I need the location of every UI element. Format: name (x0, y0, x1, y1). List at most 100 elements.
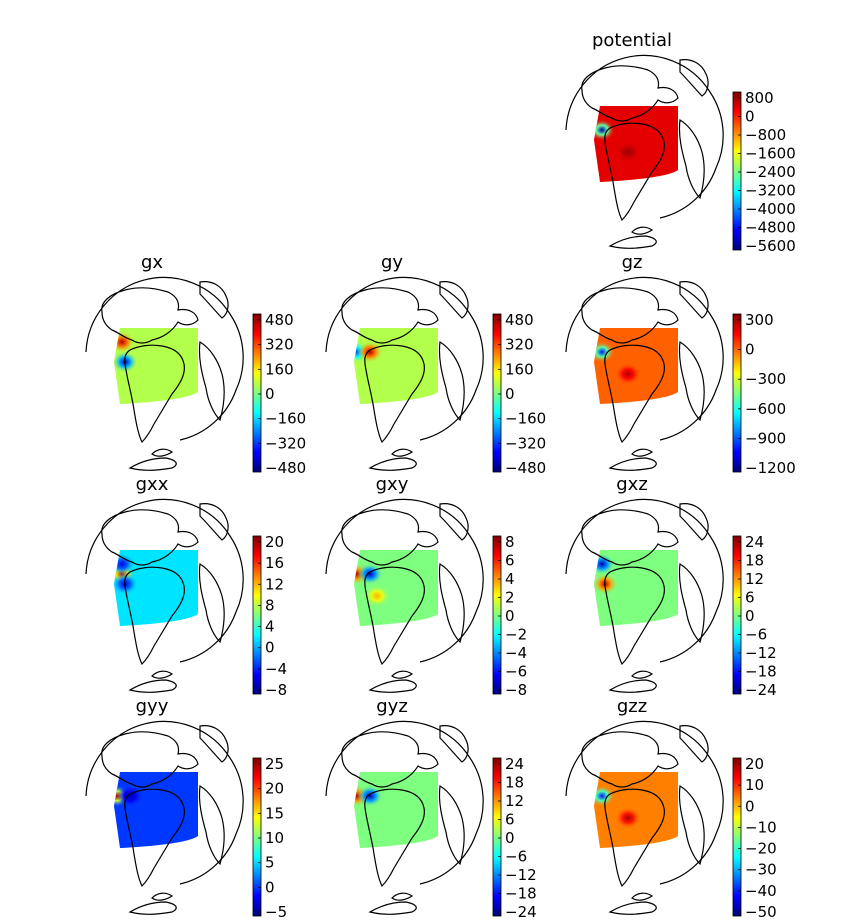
colorbar-tick-label: 0 (505, 385, 515, 403)
colorbar-tick-label: 0 (745, 341, 755, 359)
colorbar (492, 313, 502, 473)
colorbar-tick-label: 5 (265, 854, 275, 872)
coastline (604, 788, 665, 888)
coastline (604, 122, 665, 222)
colorbar-tick-label: 480 (505, 311, 534, 329)
coastline (581, 287, 679, 344)
colorbar-tick-label: 15 (265, 804, 284, 822)
globe-limb (85, 498, 244, 663)
colorbar-tick-label: 6 (745, 589, 755, 607)
heatmap-field (354, 328, 438, 404)
colorbar (492, 757, 502, 917)
colorbar-tick-label: −4 (505, 644, 527, 662)
anomaly-blob (594, 341, 615, 363)
heatmap-field (594, 772, 678, 848)
colorbar-tick-label: 480 (265, 311, 294, 329)
colorbar-tick-label: 25 (265, 755, 284, 773)
coastline (368, 457, 417, 471)
colorbar-tick-label: −50 (745, 903, 777, 921)
panel-gx: gx 480 320 160 0 −160 −320 −480 (85, 252, 306, 477)
coastline (128, 457, 177, 471)
anomaly-blob (594, 785, 615, 807)
colorbar (252, 535, 262, 695)
globe-limb (565, 54, 724, 219)
colorbar-tick-label: 20 (265, 533, 284, 551)
globe-limb (565, 276, 724, 441)
colorbar-tick-label: 24 (745, 533, 764, 551)
colorbar-tick-label: −6 (505, 848, 527, 866)
panel-gy: gy 480 320 160 0 −160 −320 −480 (325, 252, 546, 477)
colorbar-tick-label: 18 (745, 552, 764, 570)
colorbar-tick-label: −160 (265, 410, 306, 428)
coastline (439, 725, 469, 763)
colorbar (732, 91, 742, 251)
coastline (128, 901, 177, 915)
panel-gyy: gyy 25 20 15 10 5 0 −5 (85, 696, 287, 921)
anomaly-blob (117, 785, 143, 807)
coastline (631, 226, 654, 235)
heatmap-background (354, 772, 438, 848)
anomaly-blob (594, 119, 615, 141)
colorbar-tick-label: 16 (265, 554, 284, 572)
coastline (364, 344, 425, 444)
globe-limb (565, 720, 724, 885)
coastline (199, 725, 229, 763)
colorbar-tick-label: −1200 (745, 459, 796, 477)
coastline (151, 892, 174, 901)
coastline (631, 448, 654, 457)
colorbar-tick-label: −480 (265, 459, 306, 477)
coastline (679, 725, 709, 763)
coastline (678, 563, 705, 644)
coastline (631, 670, 654, 679)
colorbar-tick-label: −18 (505, 885, 537, 903)
colorbar-tick-label: 4 (265, 618, 275, 636)
colorbar (492, 535, 502, 695)
colorbar-tick-label: −3200 (745, 182, 796, 200)
coastline (101, 509, 199, 566)
coastline (124, 344, 185, 444)
panel-gz: gz 300 0 −300 −600 −900 −1200 (565, 252, 796, 477)
colorbar-tick-label: 6 (505, 552, 515, 570)
panel-potential: potential 8000−800−1600−2400−3200−4000−48… (565, 30, 796, 255)
colorbar-tick-label: 12 (745, 570, 764, 588)
anomaly-blob (615, 363, 641, 385)
coastline (364, 788, 425, 888)
coastline (198, 341, 225, 422)
coastline (341, 509, 439, 566)
colorbar-tick-label: −12 (745, 644, 777, 662)
colorbar (732, 535, 742, 695)
coastline (364, 566, 425, 666)
colorbar-tick-label: −5 (265, 903, 287, 921)
coastline (101, 287, 199, 344)
heatmap-field (114, 772, 198, 848)
colorbar (252, 757, 262, 917)
colorbar-tick-label: −24 (745, 681, 777, 699)
colorbar-tick-label: −4 (265, 660, 287, 678)
coastline (341, 731, 439, 788)
colorbar (732, 313, 742, 473)
globe-limb (325, 720, 484, 885)
heatmap-field (354, 550, 438, 626)
colorbar-tick-label: −1600 (745, 145, 796, 163)
anomaly-blob (357, 563, 383, 585)
colorbar-tick-label: 12 (265, 575, 284, 593)
globe-limb (565, 498, 724, 663)
heatmap-field (354, 772, 438, 848)
panel-title: gz (622, 252, 643, 273)
panel-title: gyz (376, 696, 408, 717)
colorbar-tick-label: −320 (265, 434, 306, 452)
coastline (199, 281, 229, 319)
coastline (391, 448, 414, 457)
coastline (368, 901, 417, 915)
coastline (679, 281, 709, 319)
panel-title: gzz (617, 696, 647, 717)
coastline (678, 785, 705, 866)
heatmap-field (114, 550, 198, 626)
coastline (604, 566, 665, 666)
colorbar-tick-label: 0 (265, 878, 275, 896)
coastline (101, 731, 199, 788)
anomaly-blob (615, 141, 641, 163)
